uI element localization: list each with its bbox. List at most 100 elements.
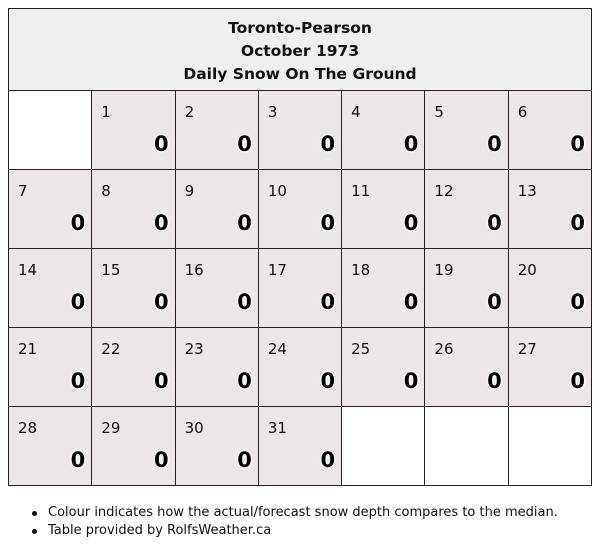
day-number: 20 bbox=[517, 261, 537, 279]
day-cell: 27 0 bbox=[507, 327, 593, 407]
day-number: 29 bbox=[101, 419, 121, 437]
day-number: 9 bbox=[184, 182, 195, 200]
note-colour-legend: Colour indicates how the actual/forecast… bbox=[30, 504, 590, 522]
day-number: 6 bbox=[517, 103, 528, 121]
day-cell: 11 0 bbox=[341, 169, 426, 249]
snow-depth-value: 0 bbox=[320, 211, 336, 235]
snow-depth-value: 0 bbox=[153, 448, 169, 472]
day-cell: 20 0 bbox=[507, 248, 593, 328]
day-cell: 23 0 bbox=[174, 327, 259, 407]
snow-depth-value: 0 bbox=[70, 290, 86, 314]
snow-depth-value: 0 bbox=[153, 132, 169, 156]
day-cell: 30 0 bbox=[174, 406, 259, 486]
month-title: October 1973 bbox=[240, 42, 360, 60]
day-cell: 24 0 bbox=[257, 327, 343, 407]
snow-depth-value: 0 bbox=[237, 211, 252, 235]
empty-day-cell bbox=[424, 406, 509, 486]
snow-depth-value: 0 bbox=[570, 369, 585, 393]
day-cell: 26 0 bbox=[424, 327, 509, 407]
day-cell: 10 0 bbox=[257, 169, 343, 249]
day-number: 14 bbox=[18, 261, 38, 279]
day-number: 4 bbox=[351, 103, 361, 121]
day-number: 2 bbox=[184, 103, 195, 121]
day-number: 30 bbox=[184, 419, 204, 437]
snow-depth-value: 0 bbox=[320, 132, 336, 156]
day-number: 21 bbox=[18, 340, 38, 358]
day-number: 18 bbox=[351, 261, 371, 279]
calendar-header: Toronto-Pearson October 1973 Daily Snow … bbox=[8, 8, 592, 90]
notes-list: Colour indicates how the actual/forecast… bbox=[30, 504, 590, 540]
calendar-subtitle: Daily Snow On The Ground bbox=[183, 65, 417, 83]
day-number: 25 bbox=[351, 340, 371, 358]
calendar-week-row: 21 0 22 0 23 0 24 0 25 0 26 0 27 0 bbox=[7, 327, 593, 407]
day-number: 3 bbox=[267, 103, 278, 121]
empty-day-cell bbox=[7, 90, 93, 170]
day-cell: 22 0 bbox=[91, 327, 176, 407]
day-cell: 12 0 bbox=[424, 169, 509, 249]
snow-depth-value: 0 bbox=[403, 132, 419, 156]
snow-depth-value: 0 bbox=[237, 369, 252, 393]
day-cell: 21 0 bbox=[7, 327, 93, 407]
snow-depth-value: 0 bbox=[487, 369, 502, 393]
day-number: 5 bbox=[434, 103, 444, 121]
snow-depth-value: 0 bbox=[237, 448, 252, 472]
day-cell: 25 0 bbox=[341, 327, 426, 407]
snow-depth-value: 0 bbox=[403, 369, 419, 393]
calendar-week-row: 28 0 29 0 30 0 31 0 bbox=[7, 406, 593, 486]
snow-depth-value: 0 bbox=[153, 369, 169, 393]
snow-depth-value: 0 bbox=[320, 369, 336, 393]
empty-day-cell bbox=[341, 406, 426, 486]
day-cell: 13 0 bbox=[507, 169, 593, 249]
snow-depth-value: 0 bbox=[487, 132, 502, 156]
calendar-week-row: 7 0 8 0 9 0 10 0 11 0 12 0 13 0 bbox=[7, 169, 593, 249]
day-number: 10 bbox=[267, 182, 287, 200]
snow-depth-value: 0 bbox=[320, 290, 336, 314]
station-title: Toronto-Pearson bbox=[228, 19, 372, 37]
day-cell: 29 0 bbox=[91, 406, 176, 486]
day-number: 23 bbox=[184, 340, 204, 358]
day-cell: 31 0 bbox=[257, 406, 343, 486]
day-number: 22 bbox=[101, 340, 121, 358]
empty-day-cell bbox=[507, 406, 593, 486]
snow-depth-value: 0 bbox=[570, 132, 585, 156]
snow-depth-value: 0 bbox=[320, 448, 336, 472]
snow-depth-value: 0 bbox=[237, 132, 252, 156]
snow-depth-value: 0 bbox=[403, 290, 419, 314]
day-number: 7 bbox=[18, 182, 28, 200]
day-number: 11 bbox=[351, 182, 371, 200]
day-number: 27 bbox=[517, 340, 537, 358]
calendar-grid: 1 0 2 0 3 0 4 0 5 0 6 0 7 0 8 0 9 0 10 0 11 0 12 0 13 0 14 0 15 0 16 0 1… bbox=[7, 90, 593, 486]
snow-depth-value: 0 bbox=[237, 290, 252, 314]
snow-depth-value: 0 bbox=[70, 211, 86, 235]
day-cell: 14 0 bbox=[7, 248, 93, 328]
snow-depth-value: 0 bbox=[487, 211, 502, 235]
note-attribution: Table provided by RolfsWeather.ca bbox=[30, 522, 590, 540]
snow-depth-value: 0 bbox=[153, 290, 169, 314]
day-number: 16 bbox=[184, 261, 204, 279]
day-cell: 17 0 bbox=[257, 248, 343, 328]
day-number: 19 bbox=[434, 261, 454, 279]
snow-depth-value: 0 bbox=[403, 211, 419, 235]
day-cell: 18 0 bbox=[341, 248, 426, 328]
day-number: 17 bbox=[267, 261, 287, 279]
day-cell: 28 0 bbox=[7, 406, 93, 486]
day-number: 31 bbox=[267, 419, 287, 437]
day-number: 13 bbox=[517, 182, 537, 200]
day-number: 15 bbox=[101, 261, 121, 279]
day-cell: 15 0 bbox=[91, 248, 176, 328]
snow-depth-value: 0 bbox=[153, 211, 169, 235]
day-number: 12 bbox=[434, 182, 454, 200]
snow-calendar: Toronto-Pearson October 1973 Daily Snow … bbox=[7, 8, 593, 486]
day-number: 24 bbox=[267, 340, 287, 358]
snow-depth-value: 0 bbox=[570, 290, 585, 314]
day-number: 8 bbox=[101, 182, 111, 200]
day-number: 28 bbox=[18, 419, 38, 437]
